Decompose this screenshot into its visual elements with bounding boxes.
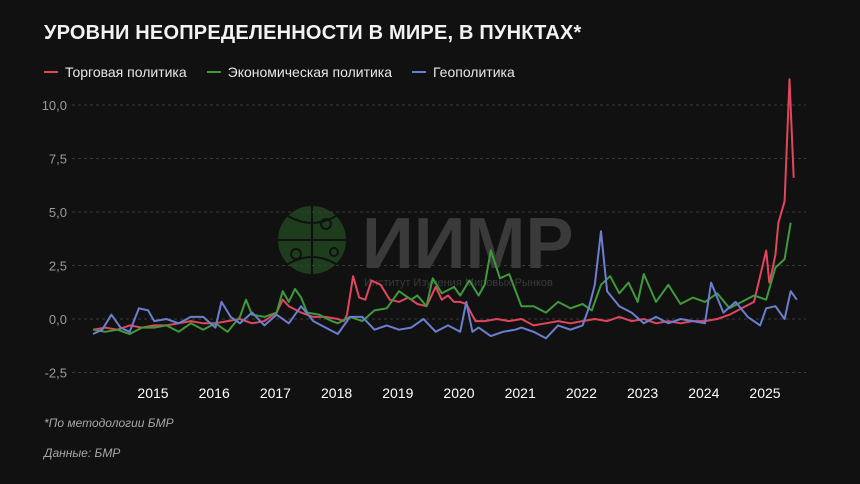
gridlines xyxy=(72,104,806,373)
legend-item-economic: Экономическая политика xyxy=(206,64,393,80)
watermark: ИИМР Институт Изучения Мировых Рынков xyxy=(278,204,574,289)
legend-item-geopolitics: Геополитика xyxy=(412,64,515,80)
x-tick-label: 2024 xyxy=(688,385,719,401)
legend-label-trade: Торговая политика xyxy=(65,64,187,80)
y-axis-labels: 10,0 7,5 5,0 2,5 0,0 -2,5 xyxy=(42,98,67,381)
y-tick-label: 2,5 xyxy=(49,259,67,274)
y-tick-label: 10,0 xyxy=(42,98,67,113)
x-tick-label: 2023 xyxy=(627,385,658,401)
globe-logo-icon xyxy=(278,206,346,274)
y-tick-label: 7,5 xyxy=(49,152,67,167)
watermark-subtitle: Институт Изучения Мировых Рынков xyxy=(364,277,553,289)
x-tick-label: 2015 xyxy=(137,385,168,401)
legend-swatch-geopolitics xyxy=(412,71,427,73)
legend: Торговая политика Экономическая политика… xyxy=(44,64,515,80)
x-tick-label: 2018 xyxy=(321,385,352,401)
legend-label-economic: Экономическая политика xyxy=(227,64,393,80)
x-tick-label: 2020 xyxy=(443,385,474,401)
legend-swatch-economic xyxy=(206,71,221,73)
chart-title: УРОВНИ НЕОПРЕДЕЛЕННОСТИ В МИРЕ, В ПУНКТА… xyxy=(44,22,582,44)
watermark-logo-text: ИИМР xyxy=(362,204,574,284)
source-note: Данные: БМР xyxy=(44,446,121,460)
x-tick-label: 2022 xyxy=(566,385,597,401)
x-tick-label: 2016 xyxy=(199,385,230,401)
y-tick-label: 0,0 xyxy=(49,312,67,327)
data-series xyxy=(92,78,798,340)
geopolitics-line xyxy=(92,230,798,340)
x-axis-labels: 2015 2016 2017 2018 2019 2020 2021 2022 2023 2024… xyxy=(137,385,780,401)
x-tick-label: 2025 xyxy=(749,385,780,401)
y-tick-label: 5,0 xyxy=(49,205,67,220)
x-tick-label: 2021 xyxy=(505,385,536,401)
economic-policy-line xyxy=(92,222,792,335)
x-tick-label: 2017 xyxy=(260,385,291,401)
footnote: *По методологии БМР xyxy=(44,416,174,430)
x-tick-label: 2019 xyxy=(382,385,413,401)
y-tick-label: -2,5 xyxy=(45,366,67,381)
legend-swatch-trade xyxy=(44,71,58,73)
legend-item-trade: Торговая политика xyxy=(44,64,187,80)
legend-label-geopolitics: Геополитика xyxy=(433,64,515,80)
